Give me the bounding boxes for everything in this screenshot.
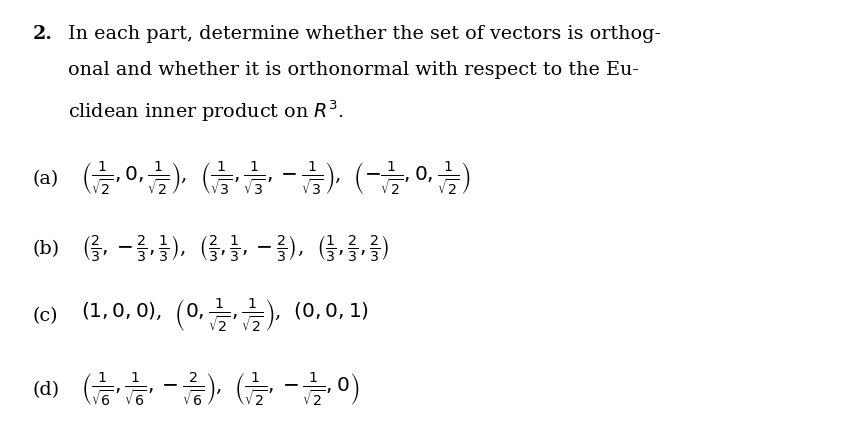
Text: $\left(\frac{1}{\sqrt{2}}, 0, \frac{1}{\sqrt{2}}\right)$,  $\left(\frac{1}{\sqrt: $\left(\frac{1}{\sqrt{2}}, 0, \frac{1}{\… <box>81 160 471 198</box>
Text: In each part, determine whether the set of vectors is orthog-: In each part, determine whether the set … <box>68 25 662 43</box>
Text: 2.: 2. <box>33 25 52 43</box>
Text: onal and whether it is orthonormal with respect to the Eu-: onal and whether it is orthonormal with … <box>68 61 639 79</box>
Text: (b): (b) <box>33 240 60 258</box>
Text: $\left(\frac{1}{\sqrt{6}}, \frac{1}{\sqrt{6}}, -\frac{2}{\sqrt{6}}\right)$,  $\l: $\left(\frac{1}{\sqrt{6}}, \frac{1}{\sqr… <box>81 371 360 409</box>
Text: $(1, 0, 0)$,  $\left(0, \frac{1}{\sqrt{2}}, \frac{1}{\sqrt{2}}\right)$,  $(0, 0,: $(1, 0, 0)$, $\left(0, \frac{1}{\sqrt{2}… <box>81 297 370 335</box>
Text: $\left(\frac{2}{3}, -\frac{2}{3}, \frac{1}{3}\right)$,  $\left(\frac{2}{3}, \fra: $\left(\frac{2}{3}, -\frac{2}{3}, \frac{… <box>81 233 389 264</box>
Text: clidean inner product on $R^3$.: clidean inner product on $R^3$. <box>68 98 344 124</box>
Text: (d): (d) <box>33 381 60 399</box>
Text: (c): (c) <box>33 307 58 325</box>
Text: (a): (a) <box>33 170 59 188</box>
